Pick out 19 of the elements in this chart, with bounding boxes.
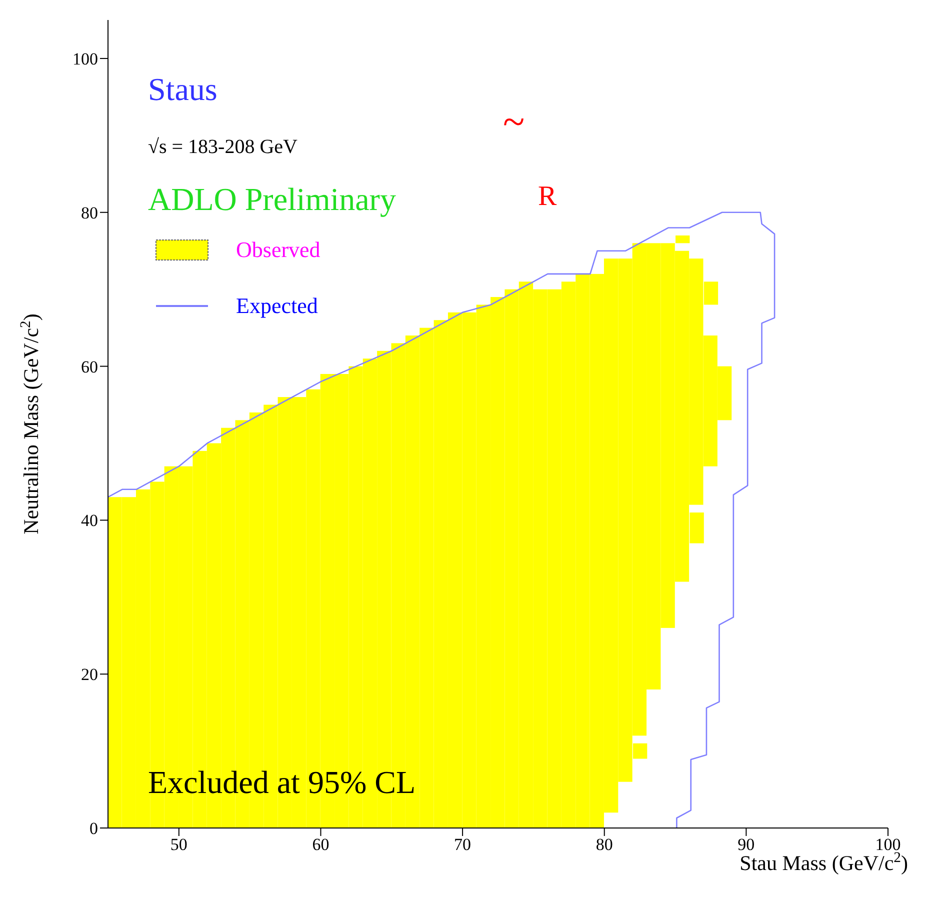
annotation: Excluded at 95% CL	[148, 764, 416, 800]
bar	[676, 235, 690, 244]
text: Staus	[148, 71, 218, 107]
y-tick-label: 20	[81, 665, 98, 684]
y-tick-label: 40	[81, 511, 98, 530]
x-tick-label: 70	[454, 835, 472, 854]
annotation: ADLO Preliminary	[148, 181, 396, 217]
x-tick-label: 80	[596, 835, 613, 854]
legend-label: Observed	[236, 237, 320, 262]
legend-label: Expected	[236, 293, 318, 318]
y-tick-label: 60	[81, 357, 98, 376]
x-tick-label: 60	[312, 835, 330, 854]
y-tick-label: 80	[81, 203, 98, 222]
text: √s = 183-208 GeV	[148, 136, 298, 158]
x-tick-label: 50	[170, 835, 188, 854]
annotation: ~	[503, 99, 525, 144]
y-tick-label: 100	[72, 50, 98, 69]
y-tick-label: 0	[90, 819, 98, 838]
annotation: R	[538, 181, 557, 212]
